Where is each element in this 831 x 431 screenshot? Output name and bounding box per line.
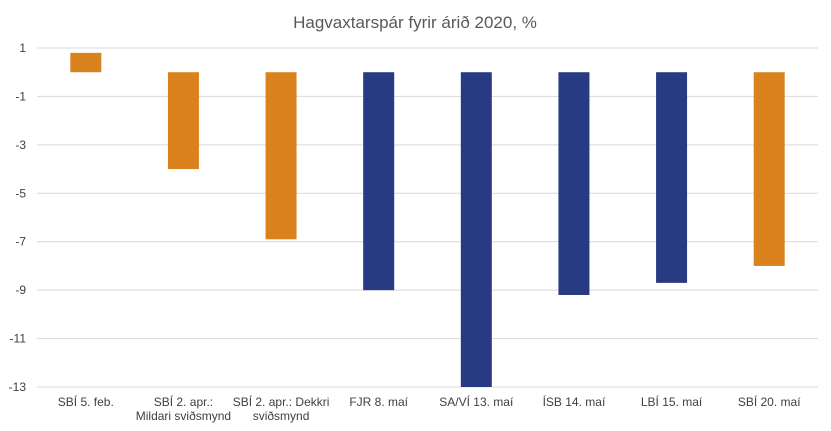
bar [558, 72, 590, 295]
y-tick-label: -7 [15, 235, 26, 249]
bar [460, 72, 492, 387]
category-label-line: Mildari sviðsmynd [136, 409, 231, 423]
x-axis-categories: SBÍ 5. feb. SBÍ 2. apr.: Mildari sviðsmynd… [58, 394, 801, 423]
bar [363, 72, 395, 291]
chart-title: Hagvaxtarspár fyrir árið 2020, % [293, 13, 537, 32]
category-label-line: ÍSB 14. maí [543, 394, 606, 409]
bar [70, 52, 102, 73]
category-label-line: SBÍ 5. feb. [58, 394, 114, 409]
gridlines [37, 47, 818, 388]
bar [753, 72, 785, 266]
category-label-line: FJR 8. maí [349, 395, 408, 409]
y-tick-label: -13 [9, 380, 27, 394]
category-label-line: LBÍ 15. maí [641, 394, 703, 409]
category-label: SBÍ 2. apr.: Dekkri sviðsmynd [233, 394, 330, 423]
bar [265, 72, 297, 240]
y-axis-ticks: 1 -1 -3 -5 -7 -9 -11 -13 [9, 41, 27, 394]
category-label: FJR 8. maí [349, 395, 408, 409]
category-label-line: sviðsmynd [253, 409, 310, 423]
category-label: ÍSB 14. maí [543, 394, 606, 409]
y-tick-label: -5 [15, 186, 26, 200]
bar [167, 72, 199, 170]
category-label: LBÍ 15. maí [641, 394, 703, 409]
category-label-line: SBÍ 2. apr.: Dekkri [233, 394, 330, 409]
y-tick-label: -9 [15, 283, 26, 297]
category-label-line: SBÍ 2. apr.: [154, 394, 213, 409]
bar [656, 72, 688, 283]
category-label: SBÍ 20. maí [738, 394, 801, 409]
category-label: SBÍ 2. apr.: Mildari sviðsmynd [136, 394, 231, 423]
category-label-line: SA/VÍ 13. maí [439, 394, 514, 409]
y-tick-label: -3 [15, 138, 26, 152]
y-tick-label: -11 [10, 332, 27, 346]
y-tick-label: 1 [19, 41, 26, 55]
bars [70, 52, 785, 387]
y-tick-label: -1 [15, 89, 26, 103]
category-label: SA/VÍ 13. maí [439, 394, 514, 409]
category-label-line: SBÍ 20. maí [738, 394, 801, 409]
category-label: SBÍ 5. feb. [58, 394, 114, 409]
